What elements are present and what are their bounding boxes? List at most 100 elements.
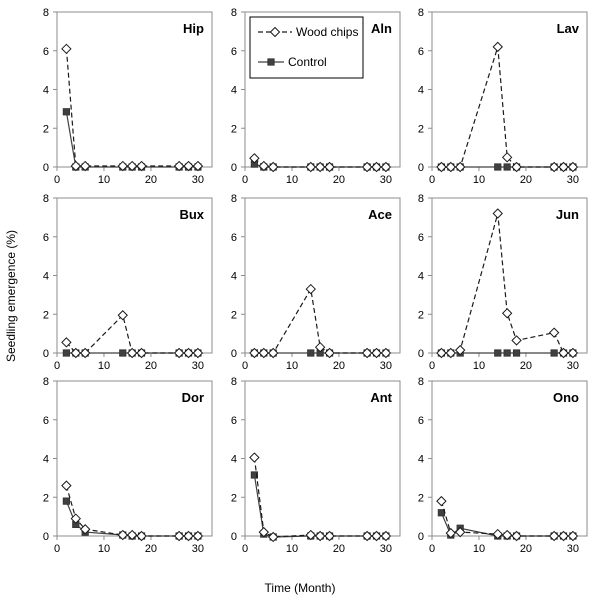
data-point-wood-chips: [314, 341, 326, 353]
y-tick-label: 8: [43, 193, 49, 205]
panel-ant: 0 2 4 6 8 0 10 20 30 Ant: [231, 376, 401, 555]
data-point-wood-chips: [445, 527, 456, 539]
data-point-control: [503, 349, 511, 357]
y-tick-label: 2: [231, 123, 237, 135]
y-tick-label: 8: [231, 376, 237, 388]
y-tick-label: 8: [43, 7, 49, 19]
data-point-wood-chips: [361, 347, 373, 359]
x-tick-label: 0: [54, 174, 60, 186]
data-point-wood-chips: [567, 530, 579, 542]
data-point-wood-chips: [314, 161, 326, 173]
data-point-wood-chips: [61, 480, 72, 491]
data-point-wood-chips: [79, 524, 91, 535]
x-tick-label: 30: [192, 360, 204, 372]
y-tick-label: 6: [43, 415, 49, 427]
x-tick-label: 30: [380, 360, 392, 372]
legend-marker-control: [267, 58, 275, 66]
x-tick-label: 20: [520, 543, 532, 555]
data-point-wood-chips: [117, 310, 128, 321]
data-point-wood-chips: [548, 530, 560, 542]
series-line-wood-chips: [441, 46, 573, 168]
x-tick-label: 30: [380, 543, 392, 555]
data-point-wood-chips: [183, 160, 194, 172]
data-point-wood-chips: [79, 160, 91, 172]
y-tick-label: 4: [231, 85, 237, 97]
x-tick-label: 10: [473, 543, 485, 555]
panel-title: Dor: [182, 390, 204, 405]
data-point-control: [307, 349, 315, 357]
legend: Wood chips Control: [249, 16, 364, 79]
data-point-wood-chips: [324, 347, 335, 359]
data-point-wood-chips: [70, 513, 81, 524]
data-point-wood-chips: [249, 347, 260, 359]
series-line-wood-chips: [253, 457, 386, 538]
data-point-wood-chips: [70, 160, 81, 172]
x-tick-label: 20: [145, 174, 157, 186]
y-tick-label: 2: [43, 492, 49, 504]
y-tick-label: 8: [43, 376, 49, 388]
y-tick-label: 6: [418, 46, 424, 58]
data-point-wood-chips: [492, 41, 503, 53]
y-tick-label: 6: [231, 46, 237, 58]
series-line-control: [253, 474, 386, 538]
x-tick-label: 30: [567, 543, 579, 555]
panel-title: Ant: [370, 390, 392, 405]
panel-jun: 0 2 4 6 8 0 10 20 30 Jun: [418, 193, 588, 372]
data-point-wood-chips: [192, 347, 204, 359]
y-tick-label: 0: [231, 348, 237, 360]
data-point-wood-chips: [314, 530, 326, 542]
data-point-wood-chips: [371, 161, 382, 173]
panel-ace: 0 2 4 6 8 0 10 20 30 Ace: [231, 193, 401, 372]
y-tick-label: 2: [418, 492, 424, 504]
data-point-wood-chips: [567, 347, 579, 359]
panel-title: Bux: [179, 207, 204, 222]
series-line-control: [65, 111, 198, 168]
y-tick-label: 0: [418, 162, 424, 174]
y-tick-label: 6: [43, 232, 49, 244]
data-point-wood-chips: [558, 530, 569, 542]
data-point-wood-chips: [567, 161, 579, 173]
y-tick-label: 2: [231, 492, 237, 504]
data-point-wood-chips: [267, 161, 279, 173]
x-tick-label: 0: [242, 543, 248, 555]
data-point-wood-chips: [249, 452, 260, 463]
panel-dor: 0 2 4 6 8 0 10 20 30 Dor: [43, 376, 213, 555]
data-point-wood-chips: [501, 152, 513, 163]
y-tick-label: 8: [418, 7, 424, 19]
y-tick-label: 8: [418, 376, 424, 388]
x-tick-label: 20: [145, 360, 157, 372]
data-point-wood-chips: [126, 529, 138, 541]
data-point-wood-chips: [511, 161, 522, 173]
data-point-control: [250, 471, 258, 479]
panel-ono: 0 2 4 6 8 0 10 20 30 Ono: [418, 376, 588, 555]
data-point-wood-chips: [501, 308, 513, 319]
data-point-control: [494, 349, 502, 357]
data-point-wood-chips: [324, 530, 335, 542]
panel-title: Aln: [371, 21, 392, 36]
y-tick-label: 2: [418, 123, 424, 135]
data-point-control: [550, 349, 558, 357]
data-point-wood-chips: [136, 160, 147, 172]
data-point-wood-chips: [492, 528, 503, 540]
y-tick-label: 4: [418, 271, 424, 283]
data-point-wood-chips: [380, 347, 392, 359]
x-tick-label: 30: [380, 174, 392, 186]
panel-title: Ono: [553, 390, 579, 405]
data-point-wood-chips: [173, 347, 185, 359]
data-point-wood-chips: [173, 160, 185, 172]
panel-title: Jun: [556, 207, 579, 222]
y-tick-label: 4: [231, 454, 237, 466]
data-point-wood-chips: [380, 161, 392, 173]
panel-title: Lav: [557, 21, 580, 36]
x-tick-label: 10: [286, 360, 298, 372]
data-point-wood-chips: [305, 161, 316, 173]
data-point-wood-chips: [192, 160, 204, 172]
x-tick-label: 20: [333, 174, 345, 186]
data-point-wood-chips: [548, 327, 560, 338]
data-point-wood-chips: [183, 347, 194, 359]
x-tick-label: 30: [192, 543, 204, 555]
series-line-wood-chips: [65, 48, 198, 167]
panel-title: Ace: [368, 207, 392, 222]
y-tick-label: 0: [231, 531, 237, 543]
